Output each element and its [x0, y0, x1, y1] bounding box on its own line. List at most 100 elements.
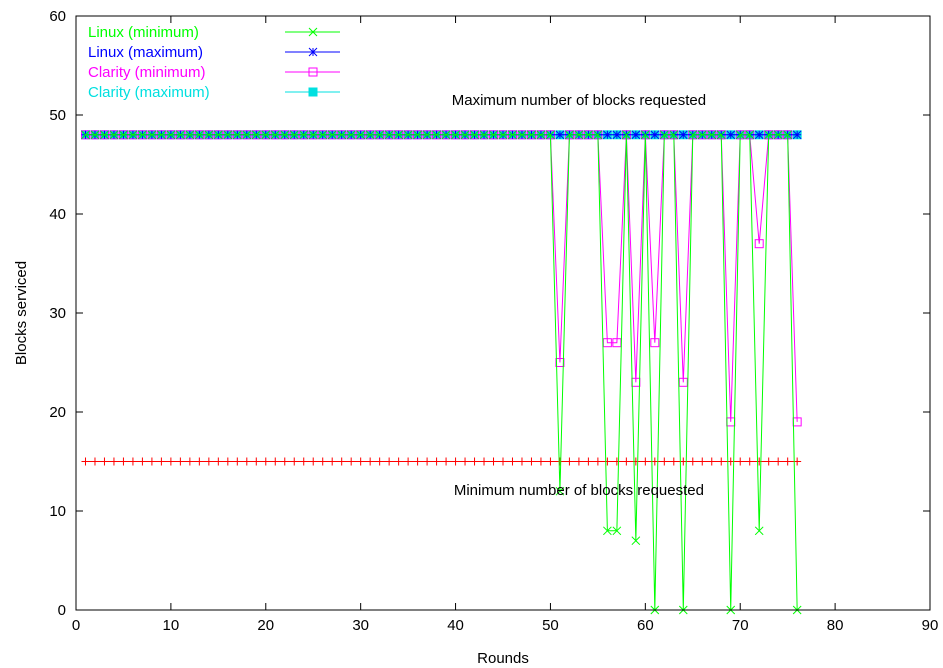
annotations: Maximum number of blocks requested Minimu…	[452, 92, 706, 499]
series-linux-minimum	[81, 130, 802, 615]
legend-label: Clarity (maximum)	[88, 84, 210, 101]
data-point	[602, 338, 612, 348]
y-axis-label: Blocks serviced	[13, 261, 30, 365]
data-point	[318, 130, 328, 140]
legend-marker	[308, 87, 318, 97]
data-point	[280, 130, 290, 140]
data-point	[461, 457, 470, 466]
y-tick-label: 20	[49, 404, 66, 421]
legend-marker	[308, 67, 318, 77]
data-point	[707, 457, 716, 466]
data-point	[555, 130, 565, 140]
y-tick-label: 30	[49, 305, 66, 322]
data-point	[185, 457, 194, 466]
data-point	[242, 130, 252, 140]
data-point	[470, 457, 479, 466]
data-point	[736, 457, 745, 466]
x-tick-label: 60	[637, 617, 654, 634]
data-point	[527, 130, 536, 140]
data-point	[678, 130, 688, 140]
data-point	[213, 130, 223, 140]
x-tick-label: 80	[827, 617, 844, 634]
data-point	[413, 130, 422, 140]
data-point	[223, 130, 233, 140]
data-point	[603, 457, 612, 466]
data-point	[698, 457, 707, 466]
data-point	[622, 457, 631, 466]
data-point	[669, 457, 678, 466]
data-point	[764, 457, 773, 466]
data-point	[773, 130, 783, 140]
y-tick-label: 50	[49, 107, 66, 124]
data-point	[612, 526, 622, 536]
axes: 0 10 20 30 40 50 60 70 80 90 0 10 20 30 40 50 60	[49, 8, 938, 634]
data-point	[347, 457, 356, 466]
legend-label: Clarity (minimum)	[88, 64, 206, 81]
data-point	[612, 457, 621, 466]
data-point	[365, 130, 375, 140]
data-point	[375, 457, 384, 466]
data-point	[385, 457, 394, 466]
data-point	[138, 457, 147, 466]
data-point	[612, 130, 622, 140]
data-point	[328, 457, 337, 466]
data-point	[470, 130, 479, 140]
data-point	[271, 457, 280, 466]
data-point	[536, 457, 545, 466]
data-point	[783, 130, 793, 140]
data-point	[157, 457, 166, 466]
data-point	[119, 457, 128, 466]
legend: Linux (minimum) Linux (maximum) Clarity (m…	[88, 24, 340, 101]
data-point	[584, 457, 593, 466]
data-point	[270, 130, 280, 140]
data-point	[659, 130, 669, 140]
data-point	[660, 457, 669, 466]
data-point	[356, 457, 365, 466]
data-point	[489, 457, 498, 466]
annotation-label: Minimum number of blocks requested	[454, 482, 704, 499]
data-point	[375, 130, 384, 140]
data-point	[641, 457, 650, 466]
data-point	[109, 457, 118, 466]
x-tick-label: 0	[72, 617, 80, 634]
data-point	[555, 358, 565, 367]
data-point	[442, 457, 451, 466]
data-point	[366, 457, 375, 466]
data-point	[697, 130, 707, 140]
data-point	[717, 457, 726, 466]
data-point	[157, 130, 166, 140]
data-point	[176, 130, 185, 140]
data-point	[394, 130, 403, 140]
data-point	[460, 130, 470, 140]
data-point	[479, 130, 489, 140]
data-point	[337, 457, 346, 466]
x-tick-label: 30	[352, 617, 369, 634]
x-tick-label: 40	[447, 617, 464, 634]
data-point	[413, 457, 422, 466]
data-point	[640, 130, 650, 140]
data-point	[280, 457, 289, 466]
data-point	[432, 457, 441, 466]
data-point	[603, 526, 612, 536]
data-point	[707, 130, 717, 140]
data-point	[204, 130, 214, 140]
data-point	[555, 457, 564, 466]
data-point	[498, 130, 508, 140]
data-point	[403, 130, 413, 140]
data-point	[774, 457, 783, 466]
data-point	[195, 457, 204, 466]
y-tick-label: 40	[49, 206, 66, 223]
data-point	[688, 130, 698, 140]
legend-label: Linux (maximum)	[88, 44, 203, 61]
data-point	[755, 457, 764, 466]
data-point	[546, 130, 555, 140]
data-point	[480, 457, 489, 466]
data-point	[100, 130, 109, 140]
y-tick-label: 10	[49, 503, 66, 520]
data-point	[792, 130, 802, 140]
data-point	[783, 457, 792, 466]
data-point	[422, 130, 432, 140]
data-point	[678, 377, 688, 387]
